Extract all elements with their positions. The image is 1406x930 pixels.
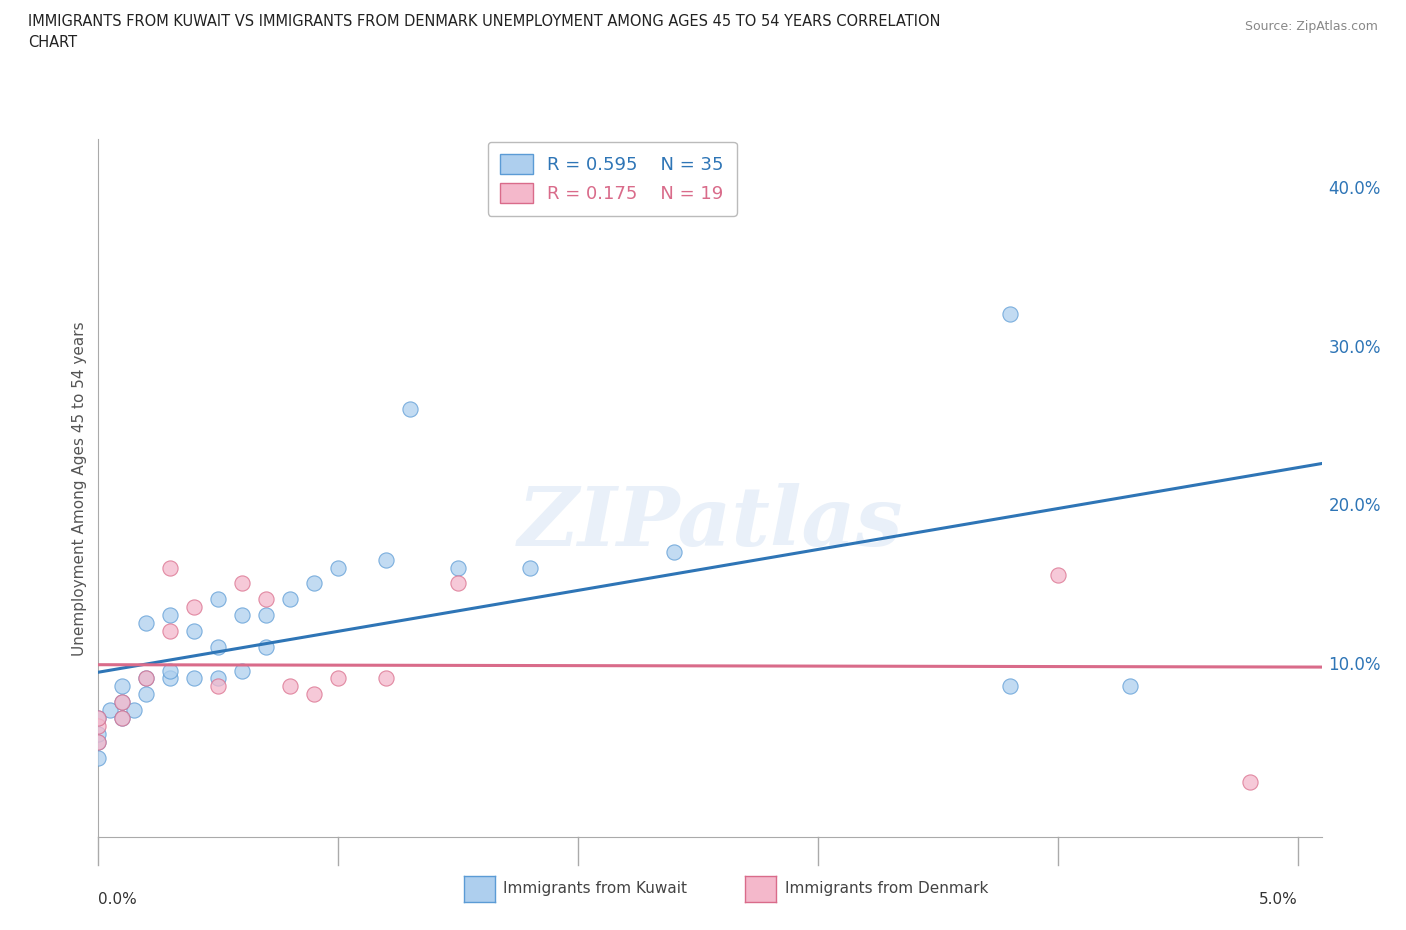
Point xyxy=(183,671,205,686)
Point xyxy=(328,560,350,575)
Text: 0.0%: 0.0% xyxy=(98,893,138,908)
Point xyxy=(183,600,205,615)
Point xyxy=(135,671,157,686)
Point xyxy=(111,711,134,725)
Point xyxy=(278,679,301,694)
Point xyxy=(111,711,134,725)
Point xyxy=(111,679,134,694)
Point xyxy=(447,560,470,575)
Point xyxy=(100,703,122,718)
Point xyxy=(254,639,277,654)
Point xyxy=(254,591,277,606)
Point xyxy=(447,576,470,591)
Point xyxy=(87,711,110,725)
Point xyxy=(1119,679,1142,694)
Point xyxy=(519,560,541,575)
Text: 5.0%: 5.0% xyxy=(1258,893,1298,908)
Point xyxy=(159,623,181,638)
Text: Immigrants from Kuwait: Immigrants from Kuwait xyxy=(503,881,688,896)
Legend: R = 0.595    N = 35, R = 0.175    N = 19: R = 0.595 N = 35, R = 0.175 N = 19 xyxy=(488,141,737,216)
Point xyxy=(399,402,422,417)
Point xyxy=(111,695,134,710)
Point xyxy=(207,679,229,694)
Point xyxy=(662,544,685,559)
Point xyxy=(159,663,181,678)
Point xyxy=(278,591,301,606)
Point xyxy=(375,552,398,567)
Point xyxy=(87,719,110,734)
Text: Immigrants from Denmark: Immigrants from Denmark xyxy=(785,881,988,896)
Point xyxy=(1239,774,1261,789)
Point xyxy=(183,623,205,638)
Point xyxy=(254,607,277,622)
Point xyxy=(304,687,326,702)
Y-axis label: Unemployment Among Ages 45 to 54 years: Unemployment Among Ages 45 to 54 years xyxy=(72,321,87,656)
Point xyxy=(231,663,253,678)
Point xyxy=(159,560,181,575)
Text: IMMIGRANTS FROM KUWAIT VS IMMIGRANTS FROM DENMARK UNEMPLOYMENT AMONG AGES 45 TO : IMMIGRANTS FROM KUWAIT VS IMMIGRANTS FRO… xyxy=(28,14,941,29)
Point xyxy=(375,671,398,686)
Point xyxy=(231,576,253,591)
Point xyxy=(159,671,181,686)
Point xyxy=(328,671,350,686)
Point xyxy=(135,671,157,686)
Point xyxy=(111,695,134,710)
Point xyxy=(207,639,229,654)
Point xyxy=(124,703,146,718)
Text: Source: ZipAtlas.com: Source: ZipAtlas.com xyxy=(1244,20,1378,33)
Point xyxy=(87,735,110,750)
Point xyxy=(998,307,1021,322)
Point xyxy=(998,679,1021,694)
Point xyxy=(159,607,181,622)
Point xyxy=(304,576,326,591)
Point xyxy=(231,607,253,622)
Text: ZIPatlas: ZIPatlas xyxy=(517,483,903,564)
Point xyxy=(207,671,229,686)
Point xyxy=(87,711,110,725)
Text: CHART: CHART xyxy=(28,35,77,50)
Point xyxy=(135,616,157,631)
Point xyxy=(207,591,229,606)
Point xyxy=(87,751,110,765)
Point xyxy=(87,735,110,750)
Point xyxy=(135,687,157,702)
Point xyxy=(87,726,110,741)
Point xyxy=(1046,568,1069,583)
